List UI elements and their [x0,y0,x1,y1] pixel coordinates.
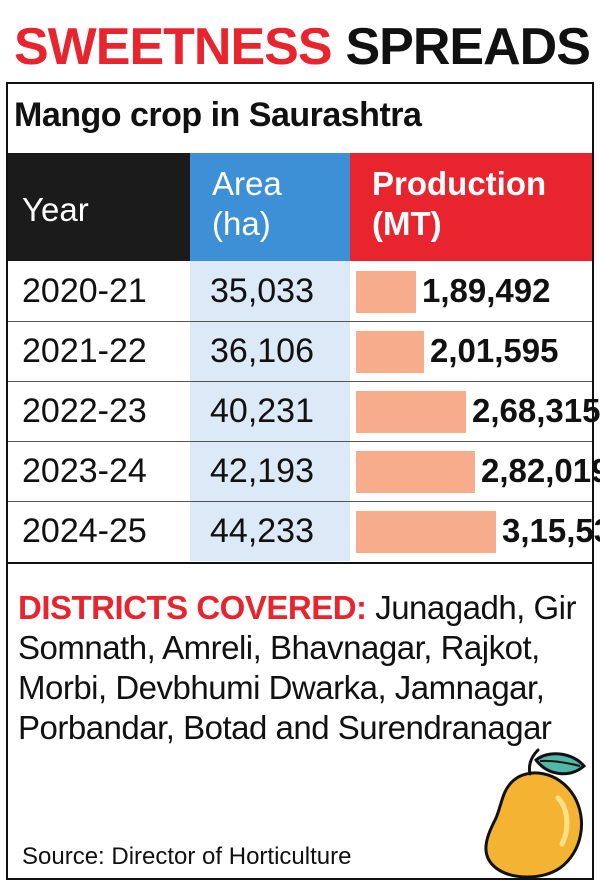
table-bottom-rule [8,562,592,564]
row-divider [8,501,592,502]
row-divider [8,321,592,322]
year-cell: 2022-23 [22,392,147,430]
header-production: Production (MT) [372,164,546,244]
production-bar [356,331,424,373]
area-cell: 44,233 [210,512,314,550]
area-cell: 40,231 [210,392,314,430]
production-cell: 2,68,315 [472,392,600,429]
headline: SWEETNESS SPREADS [14,14,591,80]
districts-covered: DISTRICTS COVERED: Junagadh, Gir Somnath… [18,588,578,748]
headline-word-1: SWEETNESS [14,18,332,76]
header-production-line1: Production [372,165,547,202]
production-cell: 1,89,492 [422,272,551,309]
districts-list: Junagadh, Gir Somnath, Amreli, Bhavnagar… [18,589,577,746]
area-cell: 35,033 [210,272,314,310]
header-area-line1: Area [212,165,282,202]
production-cell: 3,15,538 [502,512,600,549]
table-title: Mango crop in Saurashtra [14,96,422,134]
area-cell: 36,106 [210,332,314,370]
source-note: Source: Director of Horticulture [22,843,352,870]
headline-word-2: SPREADS [345,18,591,76]
infographic-card [6,82,594,880]
header-year-bg [8,153,190,261]
header-area: Area (ha) [212,164,282,244]
year-cell: 2023-24 [22,452,147,490]
year-cell: 2024-25 [22,512,147,550]
production-bar [356,271,416,313]
production-bar [356,451,475,493]
production-bar [356,391,466,433]
production-cell: 2,01,595 [430,332,559,369]
year-cell: 2021-22 [22,332,147,370]
production-bar [356,511,496,553]
row-divider [8,381,592,382]
districts-label: DISTRICTS COVERED: [18,589,367,626]
header-production-bg [350,153,592,261]
production-cell: 2,82,019 [481,452,600,489]
row-divider [8,441,592,442]
area-column-bg [190,261,350,561]
mango-icon [484,748,587,879]
year-cell: 2020-21 [22,272,147,310]
header-production-line2: (MT) [372,205,442,242]
header-year: Year [22,191,89,228]
header-area-line2: (ha) [212,205,271,242]
area-cell: 42,193 [210,452,314,490]
header-area-bg [190,153,350,261]
